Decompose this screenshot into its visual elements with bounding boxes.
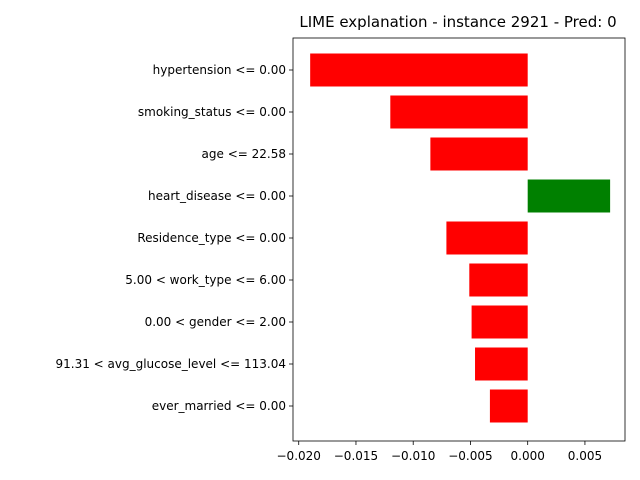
y-tick-label: 0.00 < gender <= 2.00 bbox=[145, 315, 286, 329]
bars-group bbox=[310, 53, 611, 423]
bar-1 bbox=[390, 95, 528, 129]
bar-5 bbox=[469, 263, 528, 297]
y-tick-label: smoking_status <= 0.00 bbox=[138, 105, 286, 119]
y-tick-label: hypertension <= 0.00 bbox=[153, 63, 286, 77]
x-tick-label: −0.005 bbox=[448, 449, 492, 463]
y-tick-label: 5.00 < work_type <= 6.00 bbox=[125, 273, 286, 287]
x-tick-label: 0.005 bbox=[568, 449, 602, 463]
y-tick-label: age <= 22.58 bbox=[202, 147, 286, 161]
axes-frame bbox=[292, 37, 626, 442]
plot-frame bbox=[292, 37, 626, 442]
x-ticks: −0.020 −0.015 −0.010 −0.005 0.000 0.005 bbox=[277, 441, 602, 463]
y-tick-labels: hypertension <= 0.00 smoking_status <= 0.… bbox=[55, 63, 293, 413]
x-tick-label: 0.000 bbox=[511, 449, 545, 463]
y-tick-label: 91.31 < avg_glucose_level <= 113.04 bbox=[55, 357, 286, 371]
bar-6 bbox=[471, 305, 528, 339]
x-tick-label: −0.020 bbox=[277, 449, 321, 463]
y-tick-label: heart_disease <= 0.00 bbox=[148, 189, 286, 203]
bar-0 bbox=[310, 53, 528, 87]
bar-4 bbox=[446, 221, 528, 255]
bar-7 bbox=[475, 347, 528, 381]
y-tick-label: ever_married <= 0.00 bbox=[152, 399, 286, 413]
chart-title: LIME explanation - instance 2921 - Pred:… bbox=[299, 13, 616, 31]
y-tick-label: Residence_type <= 0.00 bbox=[137, 231, 286, 245]
bar-3 bbox=[527, 179, 611, 213]
bar-2 bbox=[430, 137, 528, 171]
x-tick-label: −0.010 bbox=[391, 449, 435, 463]
bar-8 bbox=[489, 389, 528, 423]
x-tick-label: −0.015 bbox=[334, 449, 378, 463]
